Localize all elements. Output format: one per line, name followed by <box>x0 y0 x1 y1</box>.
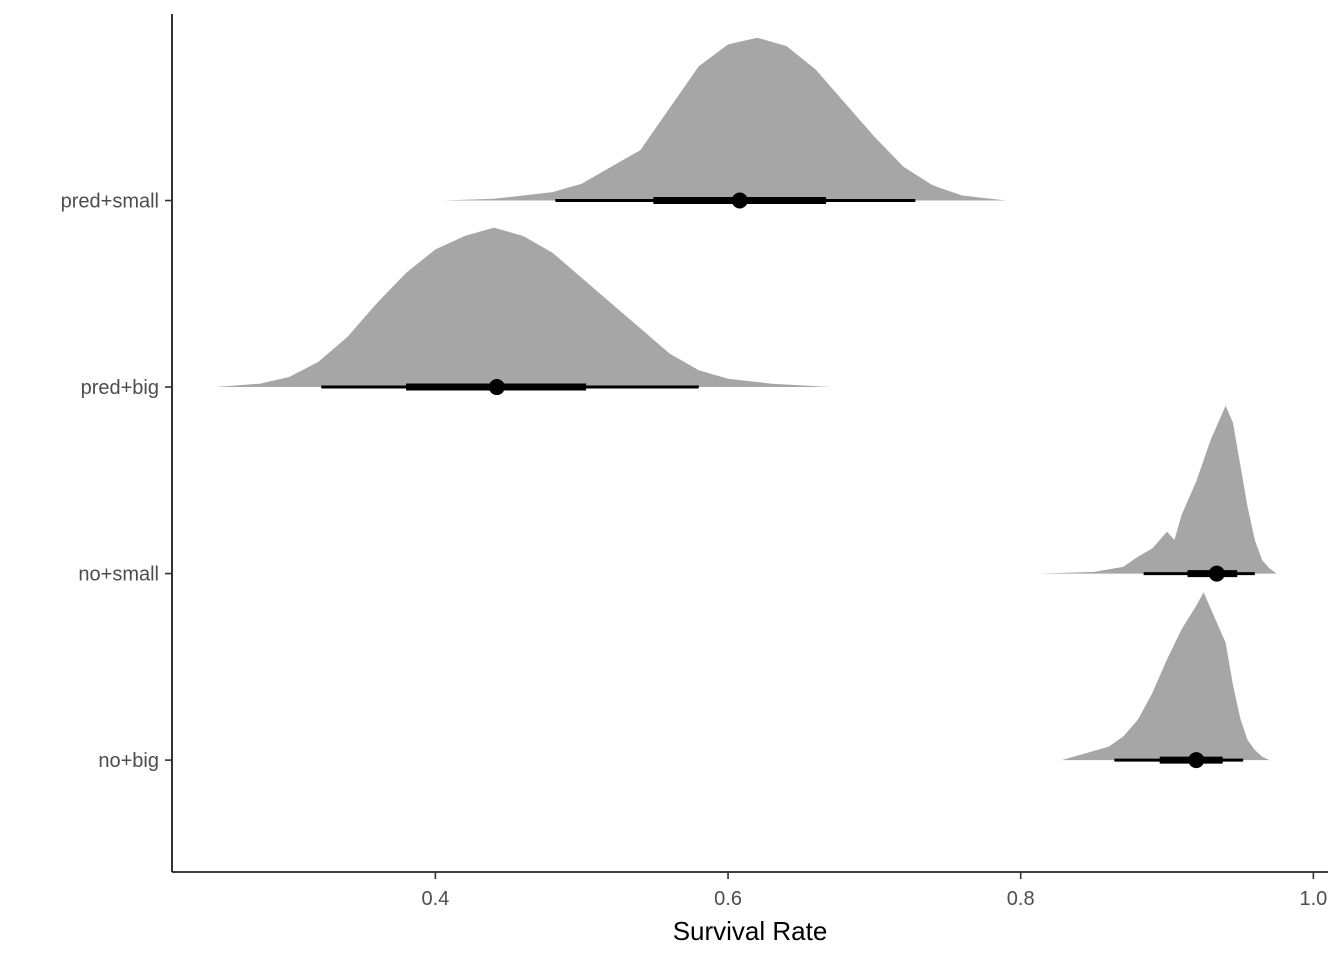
density-pred-small <box>442 37 1007 201</box>
y-tick-label-no-small: no+small <box>78 564 159 586</box>
x-tick-label: 0.8 <box>1007 888 1035 910</box>
x-tick-label: 1.0 <box>1299 888 1327 910</box>
point-no-small <box>1208 565 1225 582</box>
interval-layer <box>321 192 1255 769</box>
density-no-big <box>1061 592 1270 761</box>
density-layer <box>215 37 1277 761</box>
y-ticks: pred+small pred+big no+small no+big <box>61 191 172 772</box>
axes <box>171 14 1328 873</box>
x-tick-label: 0.4 <box>421 888 449 910</box>
point-no-big <box>1188 752 1205 769</box>
point-pred-big <box>488 379 505 396</box>
y-tick-label-pred-small: pred+small <box>61 191 159 213</box>
y-tick-label-pred-big: pred+big <box>81 377 159 399</box>
x-tick-label: 0.6 <box>714 888 742 910</box>
x-ticks: 0.4 0.6 0.8 1.0 <box>421 872 1327 910</box>
density-no-small <box>1039 405 1277 574</box>
x-axis-title: Survival Rate <box>673 916 828 946</box>
density-pred-big <box>215 227 831 387</box>
point-pred-small <box>731 192 748 209</box>
y-tick-label-no-big: no+big <box>98 750 159 772</box>
